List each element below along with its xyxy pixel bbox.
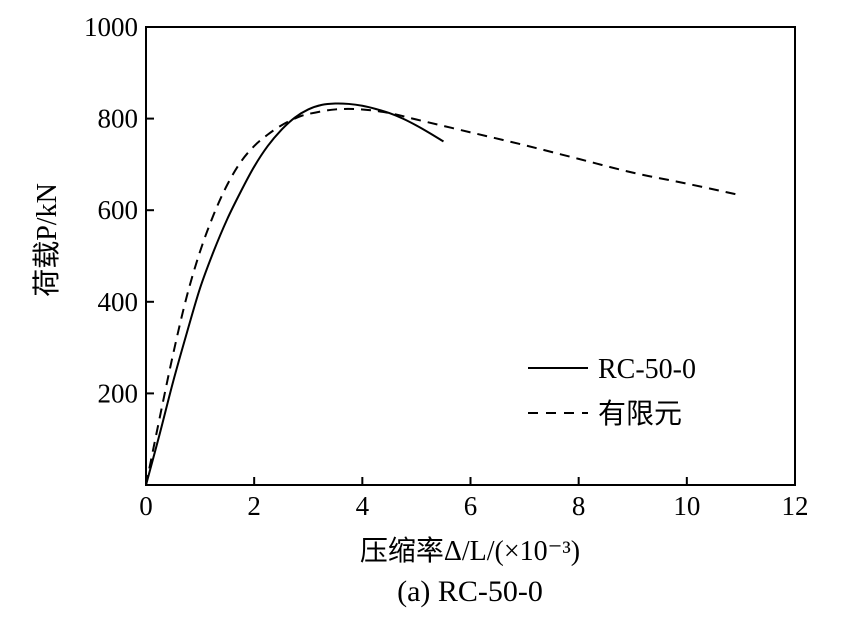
series-line-rc-50-0 [145, 102, 444, 486]
y-tick-label: 1000 [84, 12, 138, 42]
y-tick-label: 200 [98, 378, 139, 408]
y-tick-label: 800 [98, 104, 139, 134]
y-tick-label: 400 [98, 287, 139, 317]
x-tick-label: 10 [673, 491, 700, 521]
x-axis-label: 压缩率Δ/L/(×10⁻³) [360, 535, 580, 567]
x-tick-label: 4 [356, 491, 370, 521]
x-tick-label: 6 [464, 491, 478, 521]
series-line-fem [145, 107, 736, 486]
x-tick-label: 8 [572, 491, 586, 521]
legend: RC-50-0 有限元 [528, 354, 696, 430]
x-tick-label: 0 [139, 491, 153, 521]
tick-marks [145, 26, 796, 485]
plot-frame [145, 26, 796, 486]
legend-label-rc-50-0: RC-50-0 [598, 354, 696, 385]
axes [145, 26, 796, 486]
y-axis-label: 荷载P/kN [31, 183, 63, 297]
y-tick-labels: 200 400 600 800 1000 [84, 12, 138, 408]
x-tick-labels: 0 2 4 6 8 10 12 [139, 491, 808, 521]
x-tick-label: 2 [247, 491, 261, 521]
chart-caption: (a) RC-50-0 [397, 575, 543, 608]
series-lines [145, 102, 736, 486]
y-tick-label: 600 [98, 195, 139, 225]
x-tick-label: 12 [782, 491, 809, 521]
legend-label-fem: 有限元 [598, 398, 682, 430]
